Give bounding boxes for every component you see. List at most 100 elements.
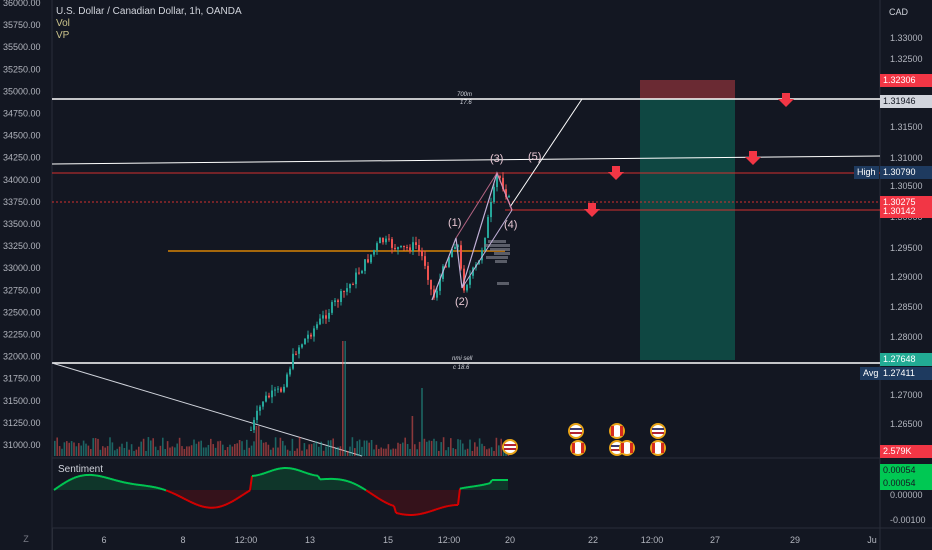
candle-body: [415, 242, 417, 245]
right-axis-tick: 1.31500: [890, 122, 923, 132]
currency-label[interactable]: CAD: [889, 7, 909, 17]
volume-bar: [416, 449, 418, 456]
candle-body: [313, 328, 315, 337]
candles: [250, 172, 510, 433]
sentiment-axis-tick: -0.00100: [890, 515, 926, 525]
candle-body: [292, 353, 294, 369]
wave-projection-line[interactable]: [509, 98, 583, 208]
candle-body: [361, 270, 363, 274]
left-price-axis[interactable]: 36000.00 35750.00 35500.00 35250.00 35000.00…: [3, 0, 41, 450]
volume-bar: [248, 447, 250, 456]
volume-bar: [466, 448, 469, 456]
down-arrows: [584, 93, 794, 217]
indicator-vol[interactable]: Vol: [56, 18, 70, 29]
diagonal-line[interactable]: [51, 362, 363, 457]
volume-bar: [315, 441, 318, 456]
volume-bar: [308, 444, 310, 456]
high-price-label: 1.30790: [880, 166, 932, 179]
right-price-axis[interactable]: 1.330001.325001.315001.310001.305001.300…: [890, 33, 926, 525]
volume-bar: [358, 439, 361, 456]
candle-body: [268, 395, 270, 398]
right-axis-tick: 1.28500: [890, 302, 923, 312]
time-axis-tick: 22: [588, 535, 598, 545]
elliott-wave[interactable]: [431, 171, 513, 301]
volume-bar: [190, 445, 193, 456]
candle-body: [253, 419, 255, 430]
volume-bar: [435, 441, 438, 456]
candle-body: [445, 266, 447, 268]
volume-bar: [258, 426, 260, 456]
volume-bar: [207, 444, 210, 456]
volume-bar: [334, 448, 337, 456]
time-axis-tick: 29: [790, 535, 800, 545]
volume-bar: [354, 448, 356, 456]
volume-bar: [394, 448, 397, 456]
volume-bar: [483, 446, 486, 456]
volume-bar: [181, 446, 183, 456]
left-axis-tick: 32250.00: [3, 330, 41, 340]
take-profit-zone[interactable]: [640, 99, 735, 360]
right-axis-tick: 1.27000: [890, 390, 923, 400]
candle-body: [436, 290, 438, 298]
candle-body: [367, 259, 369, 263]
volume-bar: [327, 440, 330, 456]
candle-body: [505, 189, 507, 198]
volume-bar: [267, 444, 270, 456]
volume-bar: [253, 441, 255, 456]
candle-body: [289, 368, 291, 375]
volume-bar: [126, 441, 128, 456]
candle-body: [310, 334, 312, 337]
candle-body: [400, 245, 402, 248]
volume-bar: [171, 446, 174, 456]
volume-bar: [430, 440, 433, 456]
candle-body: [370, 254, 372, 263]
sentiment-title[interactable]: Sentiment: [58, 464, 104, 475]
volume-bar: [330, 440, 332, 456]
indicator-vp[interactable]: VP: [56, 30, 70, 41]
symbol-title[interactable]: U.S. Dollar / Canadian Dollar, 1h, OANDA: [56, 6, 242, 17]
candle-body: [358, 272, 360, 274]
time-axis[interactable]: 6 8 12:00 13 15 12:00 20 22 12:00 27 29 Ju: [101, 535, 876, 545]
volume-bar: [174, 447, 176, 456]
volume-bar: [445, 450, 447, 456]
candle-body: [487, 217, 489, 238]
economic-events[interactable]: [502, 423, 666, 456]
candle-body: [379, 237, 381, 244]
candle-body: [412, 242, 414, 252]
us-flag-icon: [502, 439, 518, 455]
candle-body: [373, 250, 375, 255]
candle-body: [457, 245, 459, 247]
volume-bar: [344, 341, 346, 456]
volume-bar: [498, 445, 500, 456]
volume-bar: [486, 449, 488, 456]
sentiment-value-label-2: 0.00054: [880, 477, 932, 490]
volume-bar: [270, 449, 272, 456]
volume-bar: [493, 450, 495, 456]
sentiment-axis-tick: 0.00000: [890, 490, 923, 500]
volume-bar: [97, 438, 99, 456]
resistance-price-label: 1.31946: [880, 95, 932, 108]
timezone-button[interactable]: Z: [0, 528, 53, 550]
volume-bar: [474, 442, 476, 456]
ca-flag-icon: [619, 440, 635, 456]
candle-body: [301, 344, 303, 348]
high-tag: High: [854, 166, 879, 179]
volume-bar: [303, 443, 306, 456]
volume-bar: [152, 438, 154, 456]
volume-bar: [238, 439, 241, 456]
right-axis-tick: 1.29000: [890, 272, 923, 282]
volume-bar: [337, 446, 339, 456]
volume-bar: [104, 447, 106, 456]
left-axis-tick: 34000.00: [3, 175, 41, 185]
stop-price-label: 1.32306: [880, 74, 932, 87]
stop-loss-zone[interactable]: [640, 80, 735, 99]
trend-line-upper[interactable]: [51, 155, 881, 165]
right-axis-tick: 1.33000: [890, 33, 923, 43]
volume-bar: [306, 449, 308, 456]
down-arrow-icon: [584, 203, 600, 217]
volume-bar: [289, 450, 291, 456]
volume-bar: [231, 446, 234, 456]
candle-body: [256, 410, 258, 420]
volume-bar: [236, 443, 238, 456]
